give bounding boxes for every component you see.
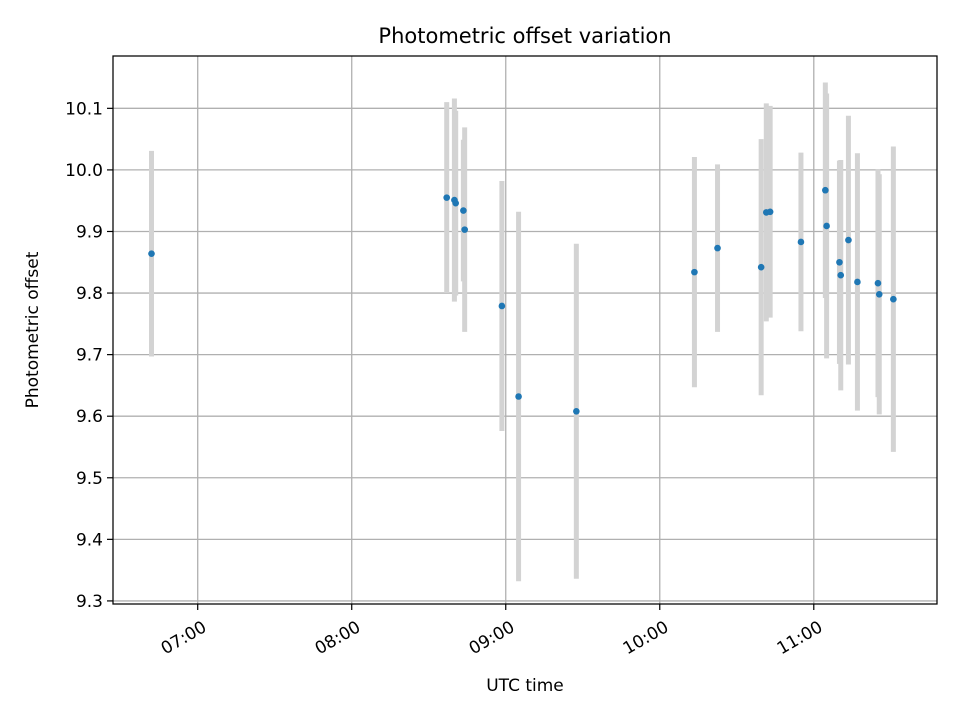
data-points (148, 186, 897, 415)
data-point (822, 186, 829, 194)
y-axis-label: Photometric offset (23, 251, 43, 408)
chart-title: Photometric offset variation (378, 24, 671, 48)
data-point (875, 290, 883, 298)
data-point (452, 199, 459, 207)
x-axis-label: UTC time (486, 676, 564, 696)
y-tick-label: 9.5 (76, 469, 103, 489)
data-point (836, 258, 843, 266)
data-point (766, 208, 774, 216)
y-tick-label: 9.4 (76, 530, 103, 550)
data-point (845, 236, 852, 244)
y-tick-label: 9.9 (76, 222, 103, 242)
data-point (854, 278, 861, 286)
data-point (148, 250, 155, 257)
data-point (515, 393, 522, 400)
y-tick-label: 9.8 (76, 284, 103, 304)
data-point (837, 271, 845, 279)
data-point (874, 279, 882, 287)
data-point (460, 207, 467, 214)
data-point (461, 226, 468, 233)
data-point (443, 194, 451, 201)
data-point (757, 263, 765, 271)
data-point (573, 407, 580, 415)
y-tick-label: 9.3 (76, 592, 103, 612)
data-point (823, 222, 830, 230)
data-point (498, 302, 506, 310)
y-tick-label: 10.0 (65, 161, 103, 181)
y-tick-label: 9.7 (76, 346, 103, 366)
data-point (714, 244, 721, 252)
y-tick-label: 9.6 (76, 407, 103, 427)
data-point (890, 295, 897, 303)
data-point (797, 238, 805, 246)
data-point (691, 268, 698, 276)
plot-area-frame (112, 55, 938, 605)
y-tick-label: 10.1 (65, 99, 103, 119)
